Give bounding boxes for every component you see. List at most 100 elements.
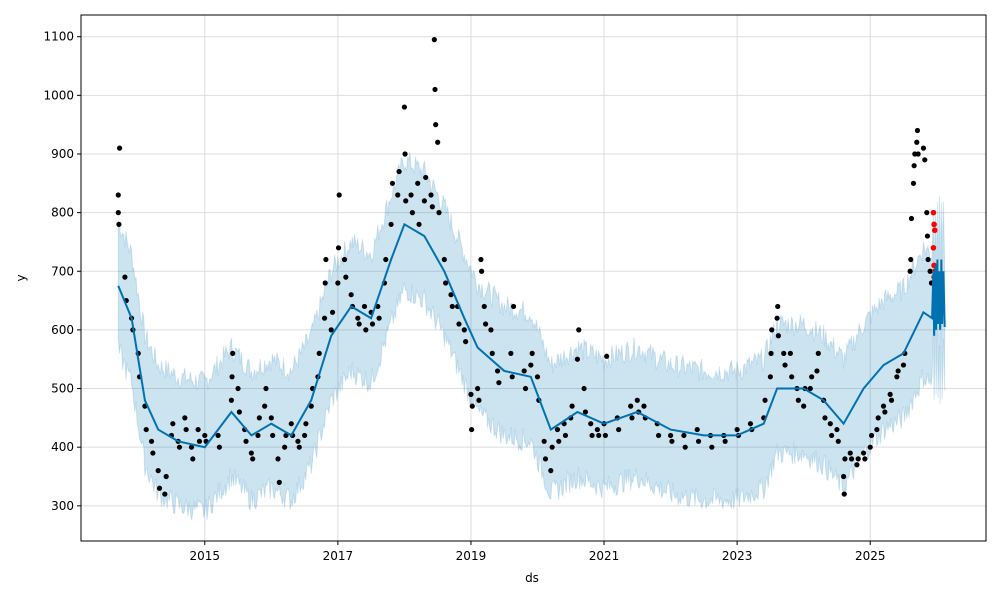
- recent-observed-point: [930, 245, 937, 251]
- observed-point: [868, 432, 875, 439]
- observed-point: [202, 432, 208, 439]
- observed-point: [262, 403, 268, 409]
- observed-point: [908, 215, 915, 222]
- observed-point: [541, 438, 547, 444]
- observed-point: [774, 315, 780, 321]
- y-tick-label: 900: [51, 147, 74, 161]
- observed-point: [436, 210, 442, 216]
- observed-points: [115, 37, 938, 497]
- observed-point: [556, 438, 562, 444]
- observed-point: [295, 438, 301, 444]
- observed-point: [860, 450, 867, 456]
- observed-point: [604, 353, 610, 359]
- observed-point: [775, 303, 781, 310]
- observed-point: [383, 256, 389, 263]
- observed-point: [322, 280, 328, 286]
- observed-point: [656, 432, 662, 439]
- observed-point: [363, 327, 369, 333]
- observed-point: [769, 327, 775, 333]
- x-tick-label: 2017: [323, 549, 354, 563]
- observed-point: [915, 151, 921, 157]
- observed-point: [276, 479, 282, 485]
- observed-point: [401, 104, 408, 110]
- observed-point: [508, 350, 514, 356]
- observed-point: [669, 438, 675, 444]
- observed-point: [416, 221, 422, 227]
- observed-point: [914, 139, 920, 145]
- observed-point: [461, 327, 467, 333]
- observed-point: [343, 274, 349, 280]
- observed-point: [628, 403, 634, 409]
- observed-point: [914, 127, 921, 134]
- observed-point: [496, 380, 502, 386]
- observed-point: [681, 432, 687, 439]
- observed-point: [829, 432, 835, 439]
- y-tick-label: 700: [51, 264, 74, 278]
- observed-point: [228, 397, 234, 403]
- observed-point: [183, 426, 189, 433]
- observed-point: [602, 432, 608, 439]
- observed-point: [196, 438, 203, 444]
- observed-point: [403, 198, 409, 204]
- recent-observed-point: [931, 227, 938, 234]
- observed-point: [874, 426, 880, 433]
- observed-point: [463, 339, 469, 345]
- observed-point: [920, 145, 927, 151]
- observed-point: [162, 491, 168, 497]
- observed-point: [801, 403, 807, 409]
- observed-point: [847, 450, 853, 456]
- observed-point: [478, 268, 485, 274]
- observed-point: [880, 403, 887, 409]
- observed-point: [296, 444, 302, 450]
- observed-point: [143, 426, 149, 433]
- observed-point: [908, 256, 914, 263]
- observed-point: [408, 192, 414, 198]
- observed-point: [924, 233, 931, 239]
- y-tick-label: 1000: [43, 88, 74, 102]
- observed-point: [282, 444, 288, 450]
- axis-ticks: 2015 2017 2019 2021 2023 2025 300 400 500 600 700 8…: [43, 30, 885, 563]
- observed-point: [449, 303, 455, 310]
- observed-point: [569, 403, 575, 409]
- observed-point: [323, 256, 329, 263]
- observed-point: [329, 309, 336, 315]
- y-tick-label: 400: [51, 440, 74, 454]
- grid: [81, 15, 986, 541]
- x-tick-label: 2025: [855, 549, 886, 563]
- observed-point: [549, 444, 555, 450]
- observed-point: [809, 374, 815, 380]
- y-tick-label: 800: [51, 206, 74, 220]
- observed-point: [854, 462, 860, 468]
- observed-point: [641, 403, 647, 409]
- y-tick-label: 300: [51, 499, 74, 513]
- observed-point: [402, 151, 408, 157]
- observed-point: [841, 491, 847, 497]
- observed-point: [469, 426, 475, 433]
- observed-point: [922, 157, 928, 163]
- observed-point: [263, 385, 269, 392]
- observed-point: [775, 333, 781, 339]
- observed-point: [815, 350, 821, 356]
- recent-observed-point: [931, 221, 937, 228]
- observed-point: [150, 450, 156, 456]
- observed-point: [431, 37, 437, 43]
- observed-point: [494, 368, 501, 374]
- observed-point: [589, 432, 595, 439]
- observed-point: [215, 432, 221, 439]
- observed-point: [882, 409, 888, 415]
- observed-point: [155, 468, 161, 474]
- observed-point: [122, 274, 128, 280]
- observed-point: [787, 350, 793, 356]
- observed-point: [781, 350, 787, 356]
- y-tick-label: 600: [51, 323, 74, 337]
- observed-point: [695, 438, 702, 444]
- observed-point: [768, 350, 774, 356]
- observed-point: [328, 327, 334, 333]
- observed-point: [509, 374, 515, 380]
- observed-point: [747, 421, 754, 427]
- observed-point: [795, 397, 801, 403]
- observed-point: [894, 374, 900, 380]
- observed-point: [682, 444, 688, 450]
- observed-point: [562, 432, 569, 439]
